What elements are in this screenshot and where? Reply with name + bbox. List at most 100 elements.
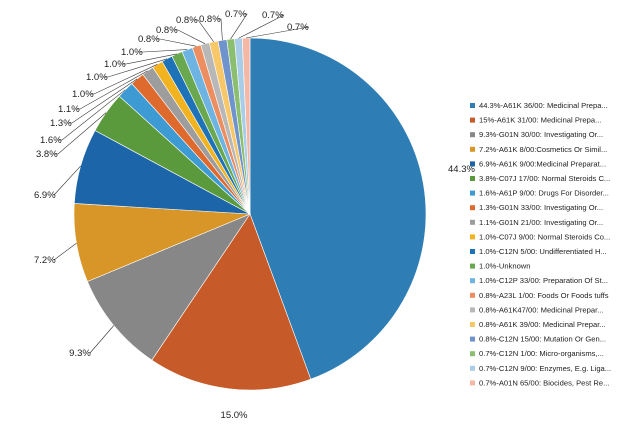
legend-label: 1.0%-Unknown	[479, 262, 531, 271]
leader-line	[174, 29, 206, 45]
legend-item: 1.0%-C12N 5/00: Undifferentiated H...	[470, 247, 607, 256]
legend-label: 0.8%-C12N 15/00: Mutation Or Gen...	[479, 335, 606, 344]
legend-item: 0.8%-A61K47/00: Medicinal Prepar...	[470, 305, 604, 314]
legend-label: 9.3%-G01N 30/00: Investigating Or...	[479, 130, 603, 139]
slice-labels: 44.3% 15.0% 9.3% 7.2% 6.9% 3.8% 1.6% 1.3% 1.1% 1.…	[34, 9, 475, 421]
legend-item: 1.1%-G01N 21/00: Investigating Or...	[470, 218, 603, 227]
slice-label: 1.0%	[121, 47, 143, 58]
legend-label: 1.0%-C07J 9/00: Normal Steroids Co...	[479, 232, 610, 241]
pie-slice	[151, 213, 312, 391]
leader-line	[156, 38, 197, 47]
legend-label: 0.8%-A61K47/00: Medicinal Prepar...	[479, 305, 604, 314]
leader-line	[246, 26, 310, 39]
slice-label: 0.7%	[225, 9, 247, 20]
legend-swatch	[470, 292, 475, 298]
slice-label: 9.3%	[69, 348, 91, 359]
leader-line	[104, 58, 168, 78]
leader-line	[54, 112, 107, 155]
legend-swatch	[470, 132, 475, 138]
legend-item: 1.0%-C07J 9/00: Normal Steroids Co...	[470, 232, 610, 241]
legend-swatch	[470, 219, 475, 225]
leader-line	[194, 19, 214, 42]
legend-item: 0.7%-C12N 9/00: Enzymes, E.g. Liga...	[470, 364, 611, 373]
legend-item: 0.8%-A23L 1/00: Foods Or Foods tuffs	[470, 291, 609, 300]
legend-swatch	[470, 307, 475, 313]
leader-line	[53, 242, 77, 261]
legend-label: 0.8%-A61K 39/00: Medicinal Prepar...	[479, 320, 606, 329]
slice-label: 1.1%	[58, 104, 80, 115]
leader-line	[217, 18, 223, 41]
legend-item: 6.9%-A61K 9/00:Medicinal Preparat...	[470, 159, 606, 168]
legend-swatch	[470, 117, 475, 123]
slice-label: 15.0%	[221, 410, 248, 421]
slice-label: 1.0%	[104, 59, 126, 70]
slice-label: 1.3%	[50, 118, 72, 129]
legend-swatch	[470, 336, 475, 342]
legend-swatch	[470, 161, 475, 167]
legend-label: 1.1%-G01N 21/00: Investigating Or...	[479, 218, 603, 227]
slice-label: 6.9%	[34, 190, 56, 201]
legend-swatch	[470, 278, 475, 284]
legend-swatch	[470, 103, 475, 108]
legend-item: 9.3%-G01N 30/00: Investigating Or...	[470, 130, 603, 139]
leader-line	[58, 89, 126, 141]
legend-label: 0.7%-C12N 1/00: Micro-organisms,...	[479, 349, 604, 358]
legend-label: 1.0%-C12N 5/00: Undifferentiated H...	[479, 247, 607, 256]
slice-label: 7.2%	[34, 255, 56, 266]
legend-label: 1.0%-C12P 33/00: Preparation Of St...	[479, 276, 608, 285]
legend-swatch	[470, 365, 475, 371]
legend-item: 15%-A61K 31/00: Medicinal Prepa...	[470, 116, 601, 125]
slice-label: 0.8%	[199, 14, 221, 25]
legend-item: 0.8%-C12N 15/00: Mutation Or Gen...	[470, 335, 606, 344]
legend-label: 1.3%-G01N 33/00: Investigating Or...	[479, 203, 603, 212]
leader-line	[76, 70, 148, 110]
legend-label: 44.3%-A61K 36/00: Medicinal Prepa...	[479, 101, 608, 110]
legend-swatch	[470, 176, 475, 181]
leader-line	[89, 325, 115, 354]
leader-line	[139, 49, 188, 53]
legend-swatch	[470, 249, 475, 254]
slice-label: 0.8%	[156, 25, 178, 36]
leader-line	[122, 53, 177, 65]
slice-label: 1.0%	[72, 89, 94, 100]
legend-item: 1.0%-Unknown	[470, 262, 531, 271]
slice-label: 0.8%	[176, 15, 198, 26]
legend-item: 44.3%-A61K 36/00: Medicinal Prepa...	[470, 101, 608, 110]
pie-slices	[73, 37, 427, 391]
leader-line	[68, 78, 138, 124]
legend-item: 0.8%-A61K 39/00: Medicinal Prepar...	[470, 320, 606, 329]
legend-swatch	[470, 322, 475, 327]
legend-label: 3.8%-C07J 17/00: Normal Steroids C...	[479, 174, 610, 183]
legend-item: 7.2%-A61K 8/00:Cosmetics Or Simil...	[470, 145, 607, 154]
legend-item: 1.0%-C12P 33/00: Preparation Of St...	[470, 276, 608, 285]
legend-item: 1.6%-A61P 9/00: Drugs For Disorder...	[470, 189, 609, 198]
slice-label: 1.0%	[86, 72, 108, 83]
legend-swatch	[470, 190, 475, 196]
legend-label: 0.7%-C12N 9/00: Enzymes, E.g. Liga...	[479, 364, 611, 373]
legend-swatch	[470, 351, 475, 357]
leader-line	[53, 165, 81, 196]
legend-label: 15%-A61K 31/00: Medicinal Prepa...	[479, 116, 601, 125]
legend-swatch	[470, 205, 475, 211]
legend-label: 1.6%-A61P 9/00: Drugs For Disorder...	[479, 189, 609, 198]
slice-label: 44.3%	[448, 164, 475, 175]
leader-lines	[53, 13, 310, 354]
pie-slice	[249, 37, 427, 380]
leader-line	[90, 64, 158, 95]
legend-label: 7.2%-A61K 8/00:Cosmetics Or Simil...	[479, 145, 607, 154]
slice-label: 0.7%	[287, 22, 309, 33]
pie-slice	[87, 213, 251, 361]
leader-line	[238, 14, 285, 39]
legend-label: 0.8%-A23L 1/00: Foods Or Foods tuffs	[479, 291, 609, 300]
leader-line	[230, 13, 248, 40]
legend-swatch	[470, 234, 475, 240]
legend-swatch	[470, 263, 475, 269]
legend-item: 0.7%-C12N 1/00: Micro-organisms,...	[470, 349, 604, 358]
legend-label: 0.7%-A01N 65/00: Biocides, Pest Re...	[479, 378, 609, 387]
legend: 44.3%-A61K 36/00: Medicinal Prepa... 15%-…	[470, 101, 611, 387]
slice-label: 1.6%	[40, 135, 62, 146]
slice-label: 0.7%	[262, 10, 284, 21]
legend-swatch	[470, 146, 475, 152]
slice-label: 3.8%	[36, 149, 58, 160]
